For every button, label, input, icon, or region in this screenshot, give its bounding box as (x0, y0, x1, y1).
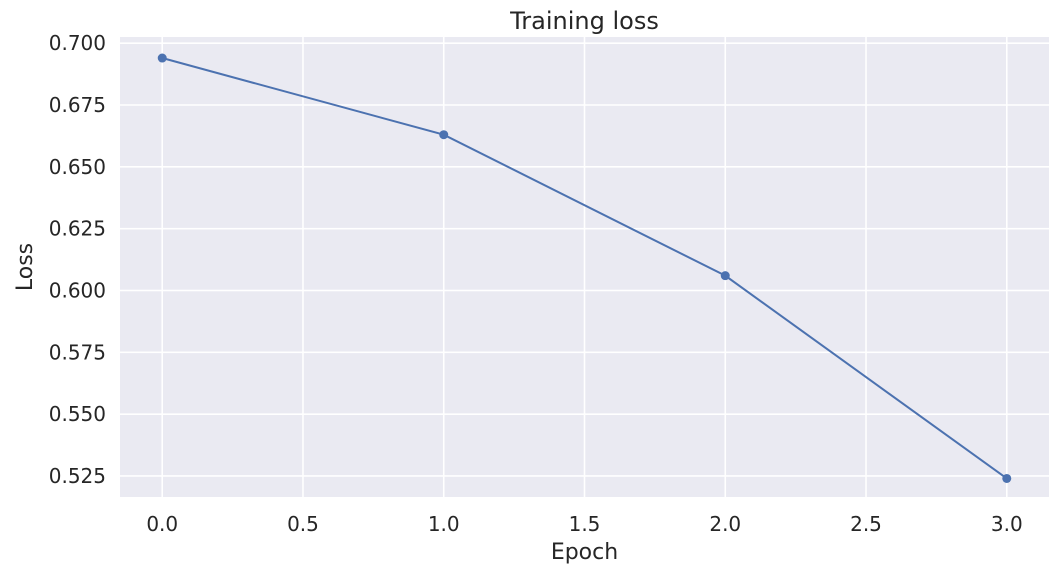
x-tick-label: 1.5 (569, 512, 601, 536)
x-tick-labels: 0.0 0.5 1.0 1.5 2.0 2.5 3.0 (146, 512, 1022, 536)
data-point (157, 53, 167, 63)
y-tick-labels: 0.525 0.550 0.575 0.600 0.625 0.650 0.675 0.700 (49, 31, 106, 488)
data-point (1002, 473, 1012, 483)
data-point (439, 130, 449, 140)
y-tick-label: 0.625 (49, 217, 106, 241)
x-tick-label: 0.0 (146, 512, 178, 536)
x-tick-label: 3.0 (991, 512, 1023, 536)
x-axis-label: Epoch (551, 540, 618, 565)
x-tick-label: 2.0 (709, 512, 741, 536)
x-tick-label: 1.0 (428, 512, 460, 536)
x-tick-label: 0.5 (287, 512, 319, 536)
y-tick-label: 0.675 (49, 93, 106, 117)
y-tick-label: 0.700 (49, 31, 106, 55)
series-group (157, 53, 1012, 483)
chart-title: Training loss (509, 7, 659, 35)
y-tick-label: 0.525 (49, 464, 106, 488)
x-tick-label: 2.5 (850, 512, 882, 536)
y-tick-label: 0.650 (49, 155, 106, 179)
y-tick-label: 0.600 (49, 278, 106, 302)
y-axis-label: Loss (13, 243, 38, 291)
gridlines (120, 37, 1049, 497)
data-point (720, 271, 730, 281)
series-line (161, 57, 1008, 480)
y-tick-label: 0.550 (49, 402, 106, 426)
y-tick-label: 0.575 (49, 340, 106, 364)
